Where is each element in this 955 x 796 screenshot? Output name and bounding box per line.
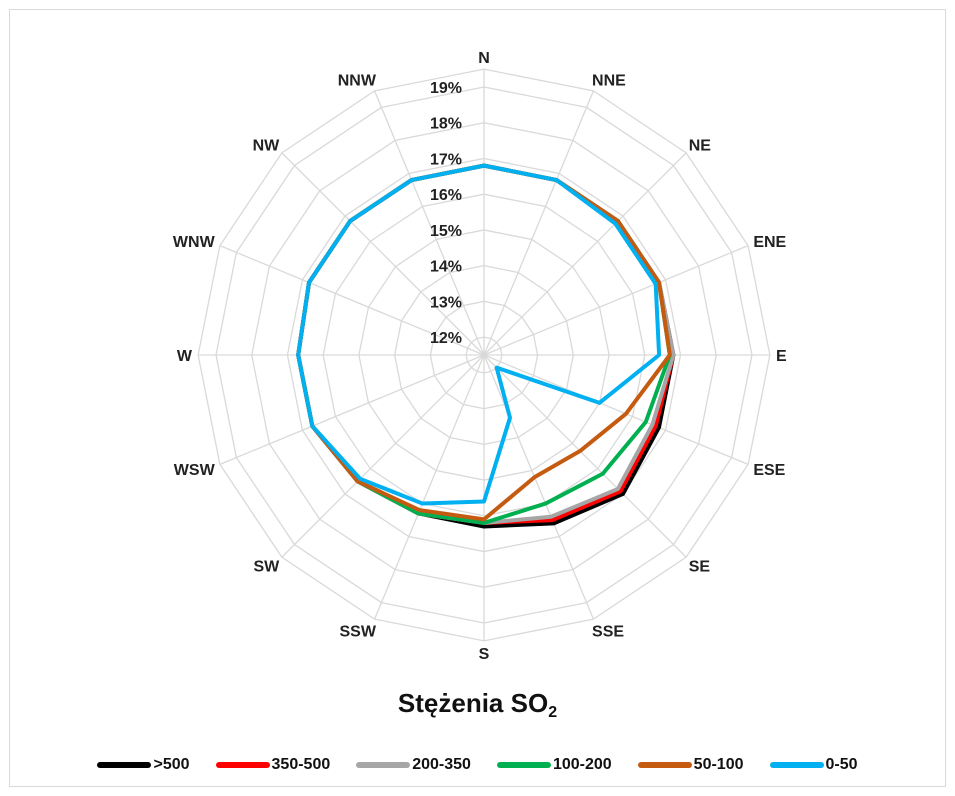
grid-spoke xyxy=(281,354,485,558)
grid-spoke xyxy=(219,245,485,356)
direction-label: ESE xyxy=(753,462,785,479)
radial-tick-label: 14% xyxy=(430,259,462,276)
legend-item: 0-50 xyxy=(769,756,858,774)
legend-label: 200-350 xyxy=(412,756,471,773)
legend-swatch xyxy=(97,762,152,768)
direction-label: NNE xyxy=(592,73,626,90)
grid-spoke xyxy=(483,245,749,356)
direction-label: N xyxy=(478,50,490,67)
direction-label: SSE xyxy=(592,623,624,640)
legend-item: 50-100 xyxy=(637,756,744,774)
direction-label: W xyxy=(177,348,193,365)
legend-item: 100-200 xyxy=(496,756,612,774)
direction-label: E xyxy=(776,348,787,365)
legend-swatch xyxy=(637,762,692,768)
direction-label: SW xyxy=(254,559,281,576)
radial-tick-label: 19% xyxy=(430,80,462,97)
legend-item: 200-350 xyxy=(356,756,471,774)
legend-swatch xyxy=(356,762,411,768)
grid-spoke xyxy=(483,90,594,356)
legend-label: >500 xyxy=(153,756,190,773)
direction-label: SSW xyxy=(340,623,377,640)
legend-swatch xyxy=(215,762,270,768)
direction-label: SE xyxy=(689,559,711,576)
grid-spoke xyxy=(374,354,485,620)
legend-label: 350-500 xyxy=(271,756,331,773)
grid-spoke xyxy=(219,354,485,465)
radial-tick-label: 16% xyxy=(430,187,462,204)
radial-tick-label: 17% xyxy=(430,151,462,168)
direction-label: ENE xyxy=(753,234,786,251)
grid-spoke xyxy=(483,354,594,620)
radial-tick-label: 18% xyxy=(430,116,462,133)
legend-item: >500 xyxy=(97,756,190,774)
series-line xyxy=(296,163,662,506)
grid-spoke xyxy=(281,152,485,356)
grid-spoke xyxy=(483,354,749,465)
legend-label: 50-100 xyxy=(693,756,744,773)
radial-tick-label: 13% xyxy=(430,294,462,311)
grid-spoke xyxy=(483,152,687,356)
chart-frame xyxy=(9,9,946,787)
radial-tick-label: 15% xyxy=(430,223,462,240)
grid-spoke xyxy=(483,354,687,558)
legend-item: 350-500 xyxy=(215,756,331,774)
legend: >500 350-500 200-350 100-200 50-100 0-50 xyxy=(0,756,955,774)
direction-label: NW xyxy=(253,137,281,154)
grid-spoke xyxy=(374,90,485,356)
legend-swatch xyxy=(496,762,551,768)
direction-label: NE xyxy=(689,137,712,154)
chart-title: Stężenia SO2 xyxy=(397,688,558,721)
direction-label: NNW xyxy=(338,73,377,90)
direction-label: WSW xyxy=(174,462,216,479)
legend-label: 100-200 xyxy=(552,756,612,773)
direction-label: WNW xyxy=(173,234,216,251)
legend-swatch xyxy=(769,762,824,768)
direction-label: S xyxy=(479,646,490,663)
legend-label: 0-50 xyxy=(825,756,858,773)
radial-tick-label: 12% xyxy=(430,330,462,347)
